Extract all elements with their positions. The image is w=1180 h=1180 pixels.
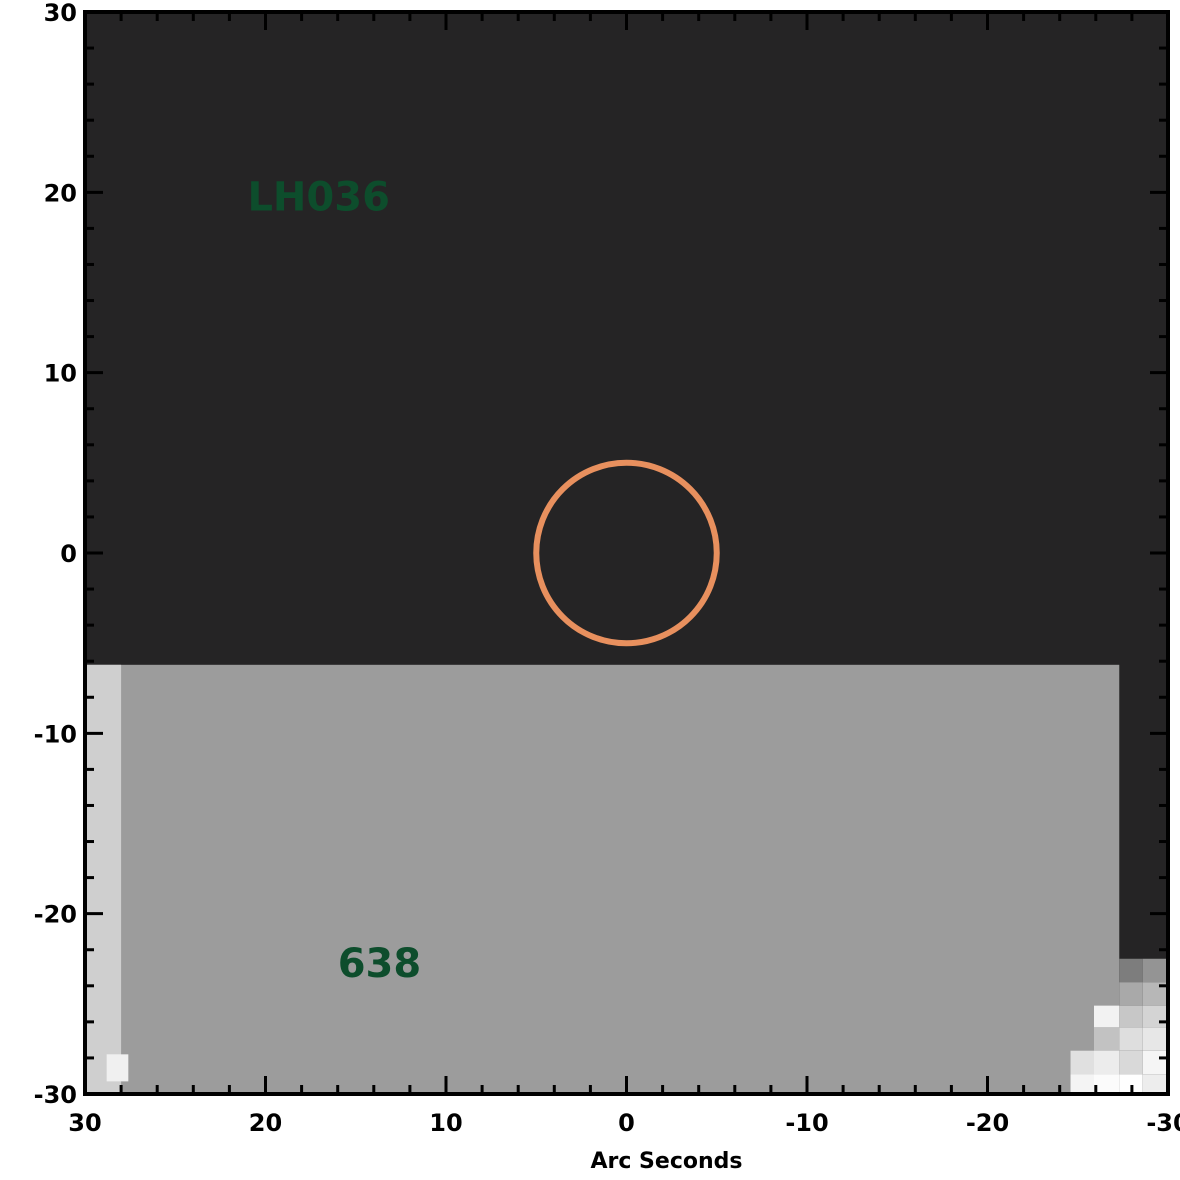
y-tick-label: 10	[44, 360, 77, 388]
aperture-layer	[533, 459, 720, 647]
image-region-7	[1142, 982, 1168, 1006]
x-axis-title: Arc Seconds	[590, 1149, 742, 1174]
y-tick-label: 0	[60, 540, 77, 568]
x-tick-label: 20	[249, 1109, 282, 1137]
image-region-17	[1142, 1050, 1168, 1075]
image-region-14	[1070, 1050, 1094, 1075]
annotation-label: LH036	[247, 174, 389, 220]
x-tick-label: -20	[966, 1109, 1009, 1137]
image-region-1	[85, 664, 1120, 1094]
x-tick-label: -10	[785, 1109, 828, 1137]
image-region-18	[1070, 1074, 1094, 1094]
x-tick-label: -30	[1146, 1109, 1180, 1137]
aperture-circle	[533, 459, 720, 647]
image-region-12	[1119, 1027, 1143, 1051]
image-region-15	[1093, 1050, 1120, 1075]
annotation-label: 638	[338, 941, 422, 987]
image-region-4	[1119, 958, 1143, 983]
image-pixels	[85, 12, 1168, 1094]
image-region-19	[1093, 1074, 1120, 1094]
image-region-8	[1093, 1005, 1120, 1028]
image-region-21	[1142, 1074, 1168, 1094]
image-region-13	[1142, 1027, 1168, 1051]
y-tick-label: -30	[34, 1081, 77, 1109]
annotations: LH036 638	[247, 174, 421, 986]
x-tick-label: 10	[429, 1109, 462, 1137]
image-region-3	[106, 1054, 129, 1082]
x-tick-label: 30	[68, 1109, 101, 1137]
image-region-2	[85, 664, 122, 1094]
y-tick-label: 30	[44, 0, 77, 27]
y-tick-label: 20	[44, 179, 77, 207]
image-region-9	[1119, 1005, 1143, 1028]
image-region-16	[1119, 1050, 1143, 1075]
image-region-20	[1119, 1074, 1143, 1094]
y-tick-label: -20	[34, 901, 77, 929]
x-tick-label: 0	[618, 1109, 635, 1137]
y-tick-label: -10	[34, 720, 77, 748]
image-region-5	[1142, 958, 1168, 983]
axis-ticks	[83, 10, 1170, 1096]
image-region-10	[1142, 1005, 1168, 1028]
image-region-11	[1093, 1027, 1120, 1051]
image-region-6	[1119, 982, 1143, 1006]
